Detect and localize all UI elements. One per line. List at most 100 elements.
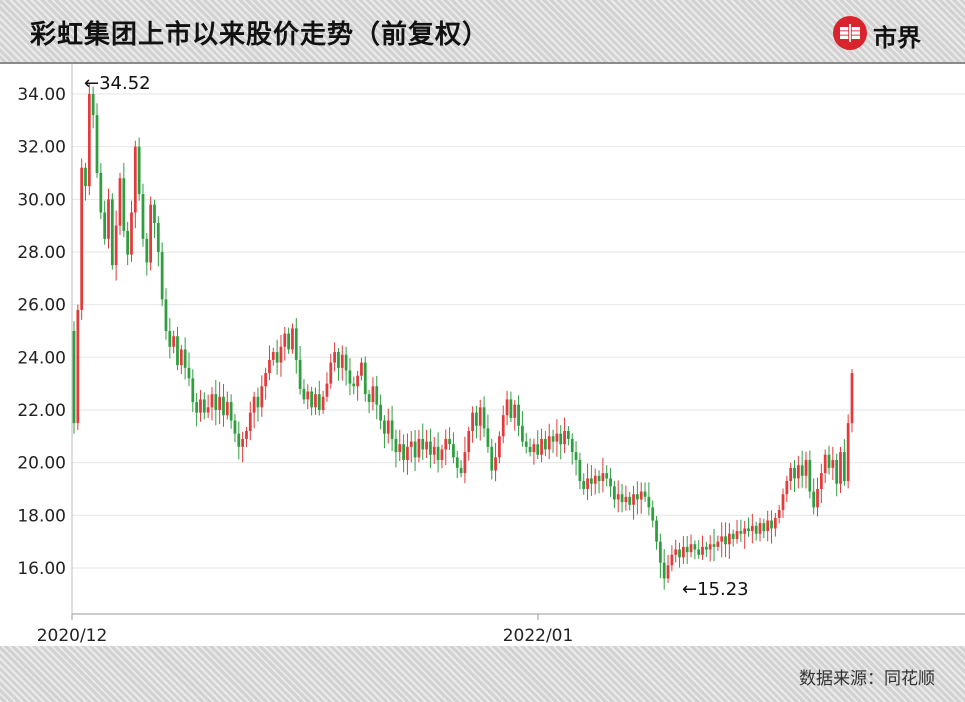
candle-body: [333, 352, 336, 363]
candle-body: [348, 370, 352, 384]
candle-body: [432, 446, 436, 455]
candle-body: [846, 423, 850, 482]
candle-body: [398, 444, 402, 453]
candle-body: [314, 394, 317, 408]
candle-body: [559, 433, 563, 445]
candle-body: [651, 507, 655, 521]
candle-body: [850, 373, 854, 424]
candle-body: [360, 362, 363, 376]
candle-body: [356, 375, 359, 387]
candle-body: [153, 204, 156, 224]
candle-body: [298, 359, 302, 389]
candle-body: [689, 544, 693, 553]
candle-body: [252, 396, 256, 413]
candle-body: [758, 523, 762, 534]
candle-body: [762, 523, 766, 532]
candle-body: [735, 531, 739, 539]
candles: [72, 83, 854, 590]
candle-body: [130, 212, 133, 255]
candle-body: [210, 394, 214, 408]
candle-body: [340, 354, 344, 368]
candle-body: [310, 391, 313, 408]
candle-body: [237, 433, 241, 447]
data-source: 数据来源：同花顺: [799, 669, 935, 689]
candle-body: [670, 554, 674, 566]
candle-body: [99, 172, 103, 213]
candle-body: [536, 444, 540, 455]
candle-body: [471, 412, 474, 432]
candle-body: [517, 404, 520, 426]
candle-body: [777, 510, 781, 518]
candle-body: [831, 459, 835, 468]
high-annotation: ←34.52: [84, 73, 151, 94]
candle-body: [544, 438, 547, 450]
candle-body: [647, 496, 651, 508]
candle-body: [168, 330, 172, 347]
candle-body: [214, 394, 218, 410]
candle-body: [835, 459, 839, 484]
candle-body: [363, 362, 367, 395]
candle-body: [421, 438, 425, 450]
candle-body: [590, 478, 593, 484]
candle-body: [291, 328, 294, 350]
candle-body: [720, 536, 724, 542]
candle-body: [601, 473, 605, 482]
candle-body: [191, 378, 195, 403]
candle-body: [819, 473, 823, 489]
candle-body: [344, 354, 348, 371]
candle-body: [708, 544, 712, 550]
candle-body: [697, 549, 701, 555]
candle-body: [463, 452, 467, 474]
candle-body: [624, 496, 628, 503]
candle-body: [187, 367, 191, 379]
logo-text: 市界: [873, 24, 921, 52]
candle-body: [95, 115, 99, 173]
candle-body: [724, 536, 727, 545]
candle-body: [268, 359, 271, 374]
candle-body: [662, 562, 666, 579]
candle-body: [773, 517, 777, 529]
candle-body: [183, 349, 187, 368]
x-tick-label: 2020/12: [37, 626, 108, 646]
shijie-logo-icon: [833, 16, 867, 50]
candle-body: [498, 436, 501, 458]
candle-body: [574, 452, 578, 460]
candle-body: [444, 438, 448, 450]
axes: 34.00 32.00 30.00 28.00 26.00 24.00 22.00 20.00…: [17, 64, 965, 646]
annotations: ←34.52 ←15.23: [84, 73, 749, 600]
candle-body: [501, 415, 505, 437]
candle-body: [582, 481, 586, 489]
candle-body: [532, 444, 536, 453]
candle-body: [413, 441, 417, 458]
chart-header: 彩虹集团上市以来股价走势（前复权） 市界: [0, 0, 965, 64]
candle-body: [678, 549, 681, 558]
x-tick-label: 2022/01: [503, 626, 574, 646]
candle-body: [597, 475, 601, 482]
candle-body: [317, 394, 321, 410]
candle-body: [455, 457, 459, 468]
candle-body: [145, 238, 149, 263]
candle-body: [816, 488, 819, 508]
candle-body: [842, 452, 846, 482]
candle-body: [425, 441, 428, 450]
y-tick-label: 32.00: [17, 138, 66, 158]
candle-body: [409, 441, 413, 447]
candle-body: [781, 494, 785, 511]
candle-body: [325, 383, 329, 397]
candle-body: [233, 420, 237, 434]
candle-body: [383, 420, 386, 434]
candle-body: [812, 491, 816, 508]
candle-body: [785, 481, 789, 495]
candle-body: [563, 431, 566, 445]
candle-body: [467, 431, 471, 453]
candle-body: [766, 520, 770, 532]
candle-body: [620, 494, 624, 503]
candle-body: [149, 204, 153, 263]
candle-body: [701, 546, 704, 555]
candle-body: [394, 438, 398, 453]
candle-body: [639, 491, 643, 500]
candle-body: [256, 396, 260, 408]
candle-body: [452, 444, 455, 458]
candle-body: [754, 525, 758, 534]
grid-lines: [72, 93, 965, 569]
